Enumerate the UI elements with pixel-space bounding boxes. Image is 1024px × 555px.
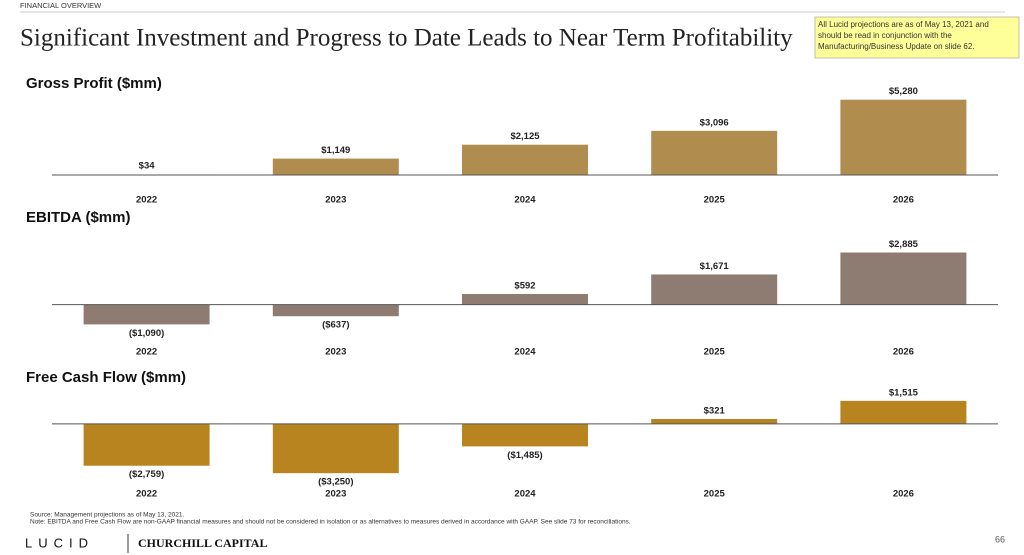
source: Source: Management projections as of May… [30,512,184,519]
x-tick-label: 2024 [514,195,536,206]
bar [83,423,210,466]
bar [462,144,588,175]
header: FINANCIAL OVERVIEW [20,1,102,10]
x-tick-label: 2026 [893,489,914,500]
value-label: $321 [704,406,726,417]
value-label: ($637) [322,320,349,331]
bar [840,400,967,424]
x-tick-label: 2023 [325,489,346,500]
bar [840,252,967,305]
chart-title: Free Cash Flow ($mm) [26,369,186,386]
value-label: ($2,759) [129,469,164,480]
x-tick-label: 2022 [136,195,157,206]
chart-title: Gross Profit ($mm) [26,75,162,92]
bar [272,423,399,474]
bar [651,130,778,175]
value-label: $592 [514,280,535,291]
note-line: should be read in conjunction with the [818,31,952,40]
x-tick-label: 2026 [893,195,914,206]
title: Significant Investment and Progress to D… [20,25,793,52]
value-label: ($1,485) [507,450,542,461]
bar [462,423,588,447]
value-label: $5,280 [889,86,918,97]
x-tick-label: 2022 [136,489,157,500]
bar [462,293,588,305]
chart-title: EBITDA ($mm) [26,209,130,226]
x-tick-label: 2023 [325,195,346,206]
value-label: ($1,090) [129,328,164,339]
bar [651,418,778,424]
x-tick-label: 2024 [514,347,536,358]
value-label: $2,125 [510,131,540,142]
x-tick-label: 2025 [704,489,726,500]
page-number: 66 [995,534,1005,544]
value-label: ($3,250) [318,477,353,488]
bar [272,158,399,175]
value-label: $2,885 [889,239,919,250]
x-tick-label: 2025 [704,195,726,206]
x-tick-label: 2024 [514,489,536,500]
value-label: $1,515 [889,387,919,398]
value-label: $1,671 [700,261,730,272]
note-line: Manufacturing/Business Update on slide 6… [818,42,975,51]
note-line: All Lucid projections are as of May 13, … [818,20,989,29]
bar [651,274,778,305]
note-box [814,16,1020,59]
footnote: Note: EBITDA and Free Cash Flow are non-… [30,519,631,526]
bar [840,99,967,175]
value-label: $34 [139,161,156,172]
x-tick-label: 2023 [325,347,346,358]
bar [83,304,210,325]
value-label: $1,149 [321,145,350,156]
x-tick-label: 2025 [704,347,726,358]
value-label: $3,096 [700,117,729,128]
bar [272,304,399,317]
brand: LUCID [25,535,94,550]
x-tick-label: 2022 [136,347,157,358]
partner: CHURCHILL CAPITAL [138,536,267,550]
x-tick-label: 2026 [893,347,914,358]
